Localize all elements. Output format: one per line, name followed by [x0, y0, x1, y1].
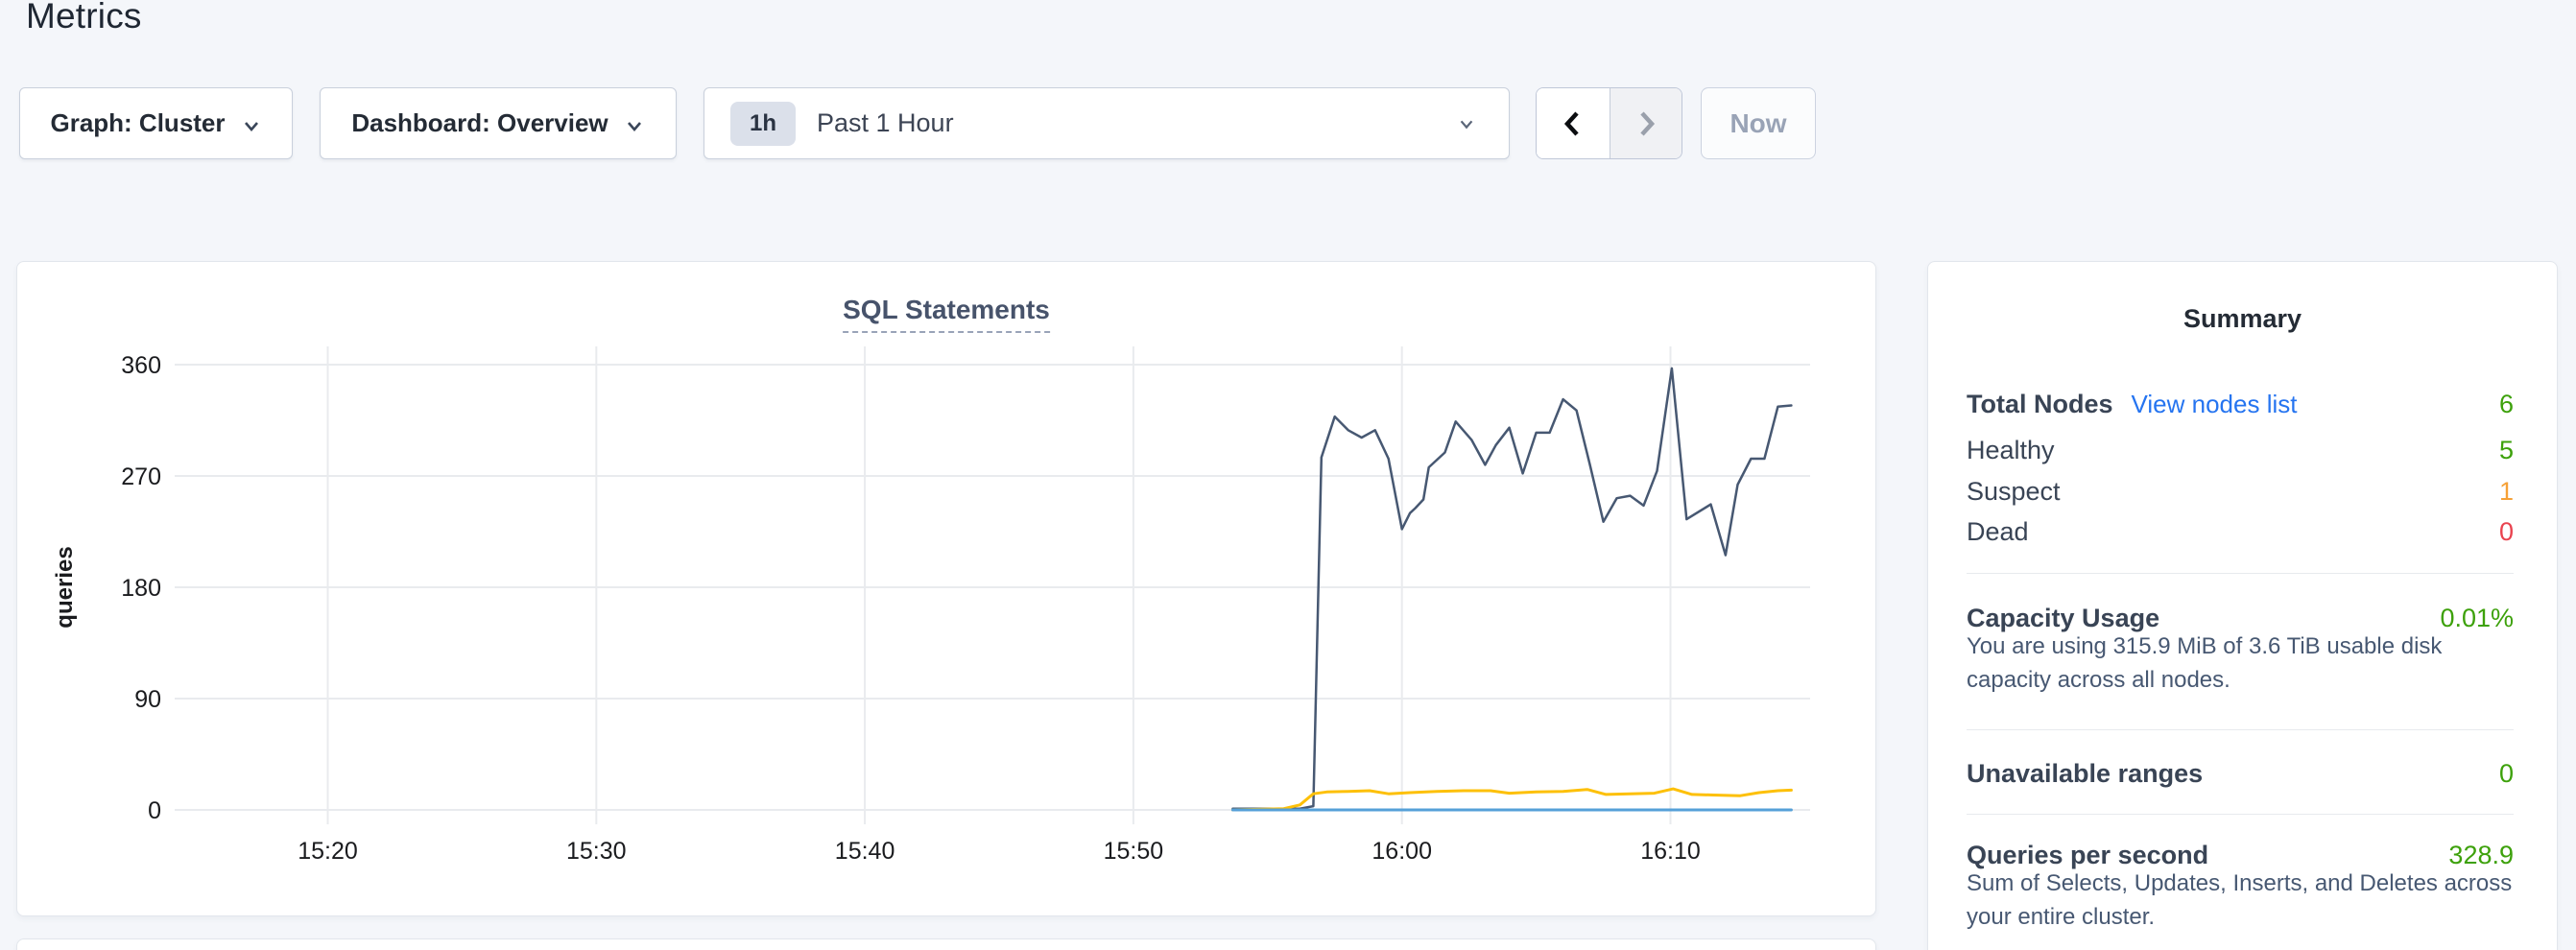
- chevron-right-icon: [1640, 110, 1655, 136]
- suspect-nodes-row: Suspect 1: [1967, 472, 2514, 511]
- sql-statements-card: SQL Statements 0 90 180 270 360 15:20 15:30 15:…: [16, 261, 1876, 916]
- time-window-badge: 1h: [730, 101, 796, 146]
- sql-statements-chart[interactable]: 0 90 180 270 360 15:20 15:30 15:40 15:50 16:00 16:…: [17, 262, 1877, 917]
- summary-panel: Summary Total Nodes View nodes list 6 He…: [1927, 261, 2558, 950]
- now-button-label: Now: [1729, 107, 1787, 138]
- total-nodes-value: 6: [2498, 390, 2514, 418]
- capacity-usage-row: Capacity Usage 0.01%: [1967, 599, 2514, 637]
- view-nodes-list-link[interactable]: View nodes list: [2131, 390, 2298, 418]
- x-tick-label: 15:50: [1104, 838, 1164, 865]
- summary-divider: [1967, 814, 2514, 815]
- series-line-statements-dark-navy: [1231, 367, 1793, 810]
- y-tick-label: 360: [121, 352, 161, 379]
- summary-divider: [1967, 573, 2514, 574]
- healthy-label: Healthy: [1967, 436, 2055, 464]
- axis-labels: 0 90 180 270 360 15:20 15:30 15:40 15:50 16:00 16:…: [52, 352, 1701, 865]
- time-range-nav: [1536, 87, 1682, 159]
- gridlines: [175, 346, 1810, 824]
- time-window-label: Past 1 Hour: [817, 108, 954, 137]
- next-time-button[interactable]: [1609, 88, 1682, 158]
- now-button[interactable]: Now: [1701, 87, 1816, 159]
- queries-per-second-value: 328.9: [2448, 841, 2514, 869]
- y-tick-label: 270: [121, 463, 161, 490]
- capacity-usage-label: Capacity Usage: [1967, 604, 2160, 632]
- series-line-statements-yellow: [1230, 787, 1793, 812]
- summary-divider: [1967, 729, 2514, 730]
- chevron-down-icon: [1460, 120, 1473, 129]
- dead-label: Dead: [1967, 517, 2029, 546]
- x-tick-label: 15:40: [835, 838, 895, 865]
- next-chart-card-top: [16, 938, 1876, 950]
- unavailable-ranges-label: Unavailable ranges: [1967, 759, 2204, 788]
- prev-time-button[interactable]: [1537, 88, 1610, 158]
- graph-dropdown[interactable]: Graph: Cluster: [19, 87, 293, 159]
- y-tick-label: 180: [121, 575, 161, 602]
- healthy-value: 5: [2498, 436, 2514, 464]
- y-axis-label: queries: [52, 546, 78, 628]
- healthy-nodes-row: Healthy 5: [1967, 431, 2514, 469]
- queries-per-second-description: Sum of Selects, Updates, Inserts, and De…: [1967, 870, 2513, 930]
- capacity-usage-description: You are using 315.9 MiB of 3.6 TiB usabl…: [1967, 633, 2443, 693]
- capacity-usage-value: 0.01%: [2440, 604, 2514, 632]
- unavailable-ranges-value: 0: [2498, 759, 2514, 788]
- y-tick-label: 0: [148, 797, 161, 824]
- dead-value: 0: [2498, 517, 2514, 546]
- unavailable-ranges-row: Unavailable ranges 0: [1967, 754, 2514, 793]
- dead-nodes-row: Dead 0: [1967, 512, 2514, 551]
- chevron-down-icon: [627, 121, 641, 131]
- time-window-dropdown[interactable]: 1h Past 1 Hour: [704, 87, 1510, 159]
- x-tick-label: 16:10: [1640, 838, 1701, 865]
- total-nodes-row: Total Nodes View nodes list 6: [1967, 385, 2514, 423]
- queries-per-second-row: Queries per second 328.9: [1967, 836, 2514, 874]
- chevron-down-icon: [244, 121, 258, 131]
- summary-title: Summary: [2182, 304, 2302, 333]
- queries-per-second-label: Queries per second: [1967, 841, 2209, 869]
- chevron-left-icon: [1563, 110, 1579, 136]
- total-nodes-label: Total Nodes: [1967, 390, 2113, 418]
- suspect-value: 1: [2498, 477, 2514, 506]
- dashboard-dropdown[interactable]: Dashboard: Overview: [320, 87, 677, 159]
- x-tick-label: 16:00: [1371, 838, 1432, 865]
- chart-title[interactable]: SQL Statements: [843, 295, 1050, 333]
- x-tick-label: 15:30: [566, 838, 627, 865]
- x-tick-label: 15:20: [298, 838, 358, 865]
- suspect-label: Suspect: [1967, 477, 2061, 506]
- dashboard-dropdown-label: Dashboard: Overview: [351, 108, 608, 137]
- y-tick-label: 90: [134, 686, 161, 713]
- graph-dropdown-label: Graph: Cluster: [50, 108, 226, 137]
- page-title: Metrics: [26, 0, 142, 36]
